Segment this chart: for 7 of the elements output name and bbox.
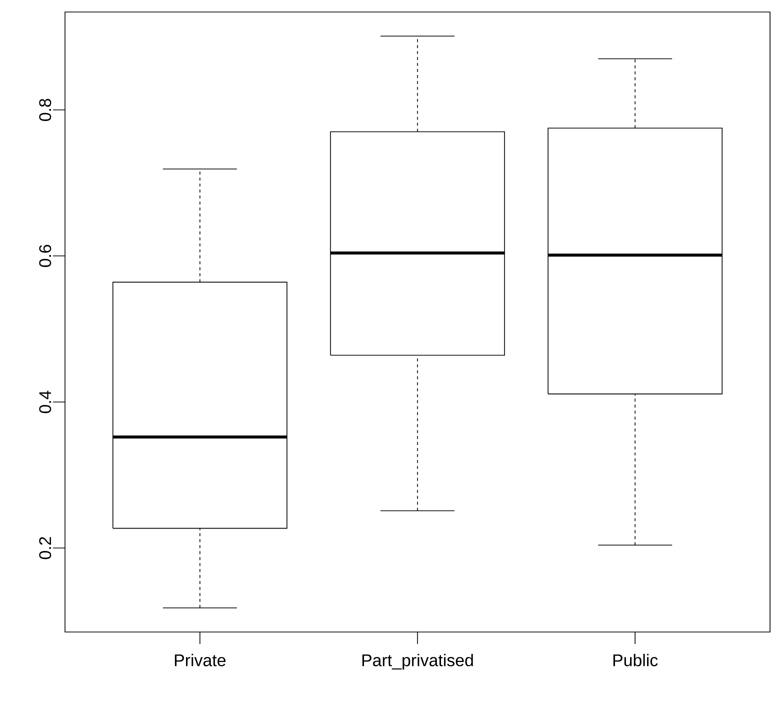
y-tick-label: 0.8 [39,98,52,121]
y-tick-label: 0.4 [39,390,52,414]
y-tick-label: 0.2 [39,537,52,560]
x-tick-label: Public [613,654,658,666]
x-tick-label: Part_privatised [362,654,473,670]
y-tick-label: 0.6 [39,244,52,268]
x-tick-label: Private [174,654,226,666]
